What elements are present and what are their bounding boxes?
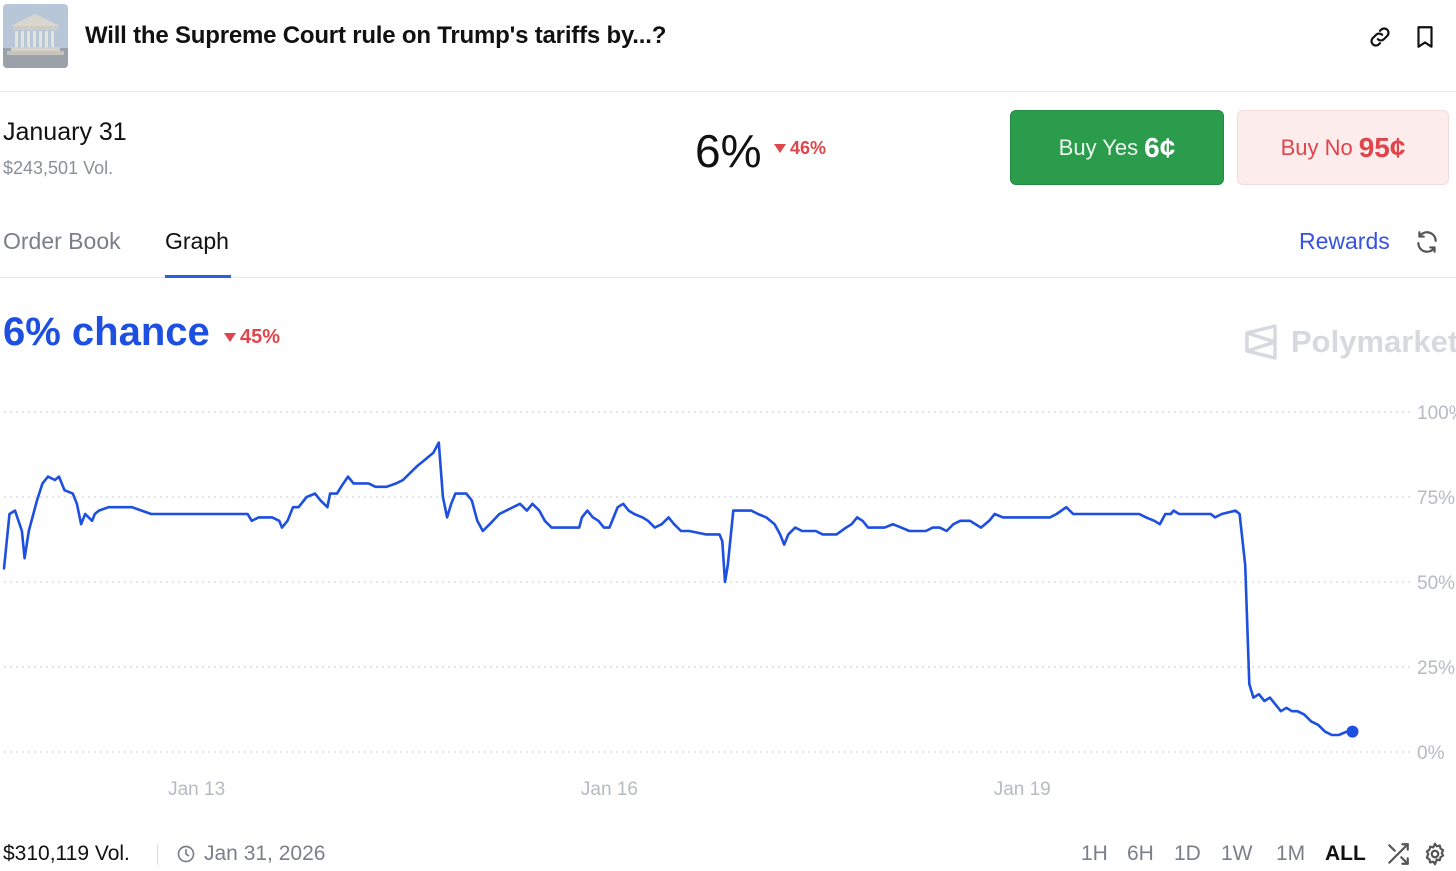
y-tick-label: 75% xyxy=(1417,488,1455,509)
y-tick-label: 25% xyxy=(1417,658,1455,679)
range-1m[interactable]: 1M xyxy=(1276,842,1306,865)
range-6h[interactable]: 6H xyxy=(1127,842,1154,865)
market-probability: 6% xyxy=(695,125,762,177)
total-volume: $310,119 Vol. xyxy=(3,842,130,865)
market-change-value: 46% xyxy=(790,138,827,158)
x-tick-label: Jan 13 xyxy=(168,779,225,800)
bookmark-icon[interactable] xyxy=(1412,24,1438,50)
clock-icon xyxy=(177,845,195,863)
polymarket-wordmark: Polymarket xyxy=(1291,324,1456,359)
range-1h[interactable]: 1H xyxy=(1081,842,1108,865)
last-point-marker xyxy=(1346,725,1359,738)
buy-yes-price: 6¢ xyxy=(1144,131,1176,163)
range-all[interactable]: ALL xyxy=(1325,842,1366,865)
footer-divider xyxy=(157,845,158,865)
down-triangle-icon xyxy=(224,333,236,342)
link-icon[interactable] xyxy=(1367,24,1393,50)
buy-no-button[interactable]: Buy No 95¢ xyxy=(1237,110,1449,185)
refresh-icon[interactable] xyxy=(1414,229,1440,255)
down-triangle-icon xyxy=(774,144,786,153)
active-tab-indicator xyxy=(165,275,231,278)
probability-chart: 100% 75% 50% 25% 0% Jan 13 Jan 16 Jan 19 xyxy=(2,403,1456,800)
shuffle-icon[interactable] xyxy=(1385,841,1411,867)
market-change: 46% xyxy=(774,138,826,159)
chance-headline: 6% chance xyxy=(3,310,210,354)
market-volume: $243,501 Vol. xyxy=(3,158,114,178)
tab-order-book[interactable]: Order Book xyxy=(3,228,121,254)
probability-line xyxy=(2,441,1354,737)
chart-footer: $310,119 Vol. Jan 31, 2026 1H 6H 1D 1W 1… xyxy=(0,830,1456,871)
buy-no-price: 95¢ xyxy=(1358,131,1406,163)
y-tick-label: 0% xyxy=(1417,743,1445,764)
buy-yes-button[interactable]: Buy Yes 6¢ xyxy=(1010,110,1224,185)
market-thumbnail[interactable] xyxy=(3,4,68,68)
market-summary: January 31 $243,501 Vol. 6% 46% Buy Yes … xyxy=(0,92,1456,202)
market-date: January 31 xyxy=(3,118,127,146)
market-title: Will the Supreme Court rule on Trump's t… xyxy=(85,22,667,49)
y-tick-label: 50% xyxy=(1417,573,1455,594)
polymarket-logo: Polymarket xyxy=(1243,323,1456,361)
tab-graph[interactable]: Graph xyxy=(165,228,229,254)
y-tick-label: 100% xyxy=(1417,403,1456,424)
market-header: Will the Supreme Court rule on Trump's t… xyxy=(0,0,1456,92)
chance-change: 45% xyxy=(224,326,280,349)
buy-no-label: Buy No xyxy=(1280,134,1353,160)
chance-change-value: 45% xyxy=(240,326,281,348)
rewards-link[interactable]: Rewards xyxy=(1299,228,1390,254)
polymarket-logo-icon xyxy=(1245,324,1277,360)
gear-icon[interactable] xyxy=(1422,841,1448,867)
x-tick-label: Jan 16 xyxy=(581,779,638,800)
range-1w[interactable]: 1W xyxy=(1221,842,1253,865)
buy-yes-label: Buy Yes xyxy=(1058,134,1139,160)
x-tick-label: Jan 19 xyxy=(994,779,1051,800)
range-1d[interactable]: 1D xyxy=(1174,842,1201,865)
tab-bar: Order Book Graph Rewards xyxy=(0,202,1456,278)
end-date-value: Jan 31, 2026 xyxy=(204,842,326,865)
end-date: Jan 31, 2026 xyxy=(176,842,325,866)
